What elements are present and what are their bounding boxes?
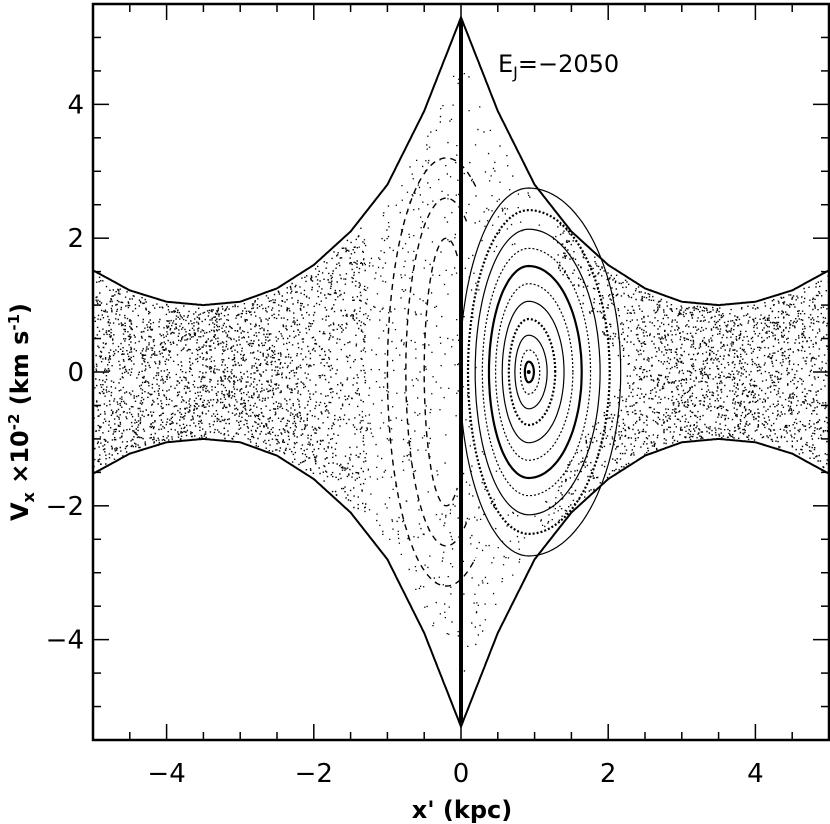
island-curve [514, 334, 548, 410]
y-tick-labels: −4 −2 0 2 4 [46, 90, 84, 655]
island-curve [459, 187, 622, 557]
x-tick-label: −4 [147, 759, 185, 789]
island-curve [487, 264, 583, 480]
x-axis-title: x' (kpc) [412, 796, 513, 824]
island-curve [474, 228, 601, 516]
island-curve [519, 349, 541, 395]
energy-annotation: EJ=−2050 [498, 50, 619, 82]
y-tick-label: 4 [67, 90, 84, 120]
y-tick-label: 2 [67, 224, 84, 254]
island-curve [481, 247, 592, 497]
scatter-points [93, 73, 830, 672]
x-tick-label: −2 [295, 759, 333, 789]
x-tick-label: 0 [453, 759, 470, 789]
x-tick-label: 4 [747, 759, 764, 789]
island-curve [507, 317, 557, 427]
y-tick-label: 0 [67, 358, 84, 388]
island-curve [523, 360, 535, 384]
stable-point [526, 370, 531, 374]
x-tick-label: 2 [600, 759, 617, 789]
y-tick-label: −4 [46, 626, 84, 656]
x-tick-labels: −4 −2 0 2 4 [147, 759, 763, 789]
invariant-curves [386, 157, 622, 587]
chaotic-sea-points [93, 73, 830, 672]
left-invariant-arc [405, 197, 468, 547]
y-axis-title: Vx ×10-2 (km s-1) [5, 303, 38, 521]
island-curve [466, 208, 611, 536]
island-curve [501, 300, 565, 444]
y-tick-label: −2 [46, 492, 84, 522]
left-invariant-arc [423, 237, 458, 507]
island-curve [495, 283, 574, 461]
axis-ticks [92, 4, 830, 740]
left-invariant-arc [386, 157, 477, 587]
